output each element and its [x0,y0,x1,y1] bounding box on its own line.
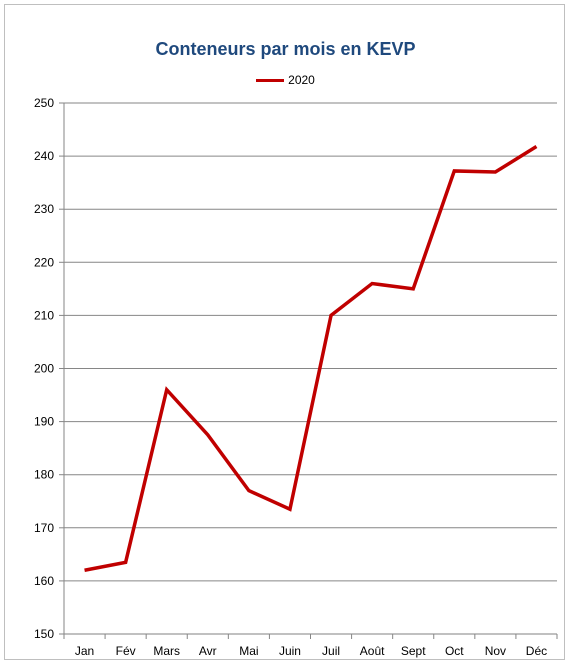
y-tick-label: 170 [34,521,54,535]
legend-label: 2020 [288,73,315,87]
x-tick-label: Juin [279,644,301,658]
legend-swatch [256,78,285,82]
y-tick-label: 200 [34,362,54,376]
series-line-2020 [84,145,538,572]
y-tick-label: 250 [34,96,54,110]
y-tick-label: 160 [34,574,54,588]
y-tick-label: 180 [34,468,54,482]
y-tick-label: 190 [34,415,54,429]
x-tick-label: Sept [401,644,426,658]
x-tick-label: Mars [153,644,180,658]
x-tick-label: Fév [116,644,136,658]
x-tick-label: Mai [239,644,258,658]
y-tick-label: 210 [34,308,54,322]
x-tick-label: Juil [322,644,340,658]
chart-frame: Conteneurs par mois en KEVP 2020 [4,4,565,660]
y-tick-label: 150 [34,627,54,641]
y-tick-label: 220 [34,255,54,269]
chart-title: Conteneurs par mois en KEVP [155,39,416,59]
chart-legend: 2020 [5,73,566,87]
y-tick-label: 240 [34,149,54,163]
x-tick-label: Jan [75,644,94,658]
x-tick-label: Oct [445,644,464,658]
x-tick-label: Avr [199,644,217,658]
x-tick-label: Déc [526,644,547,658]
y-tick-label: 230 [34,202,54,216]
x-tick-label: Août [360,644,385,658]
x-tick-label: Nov [485,644,506,658]
